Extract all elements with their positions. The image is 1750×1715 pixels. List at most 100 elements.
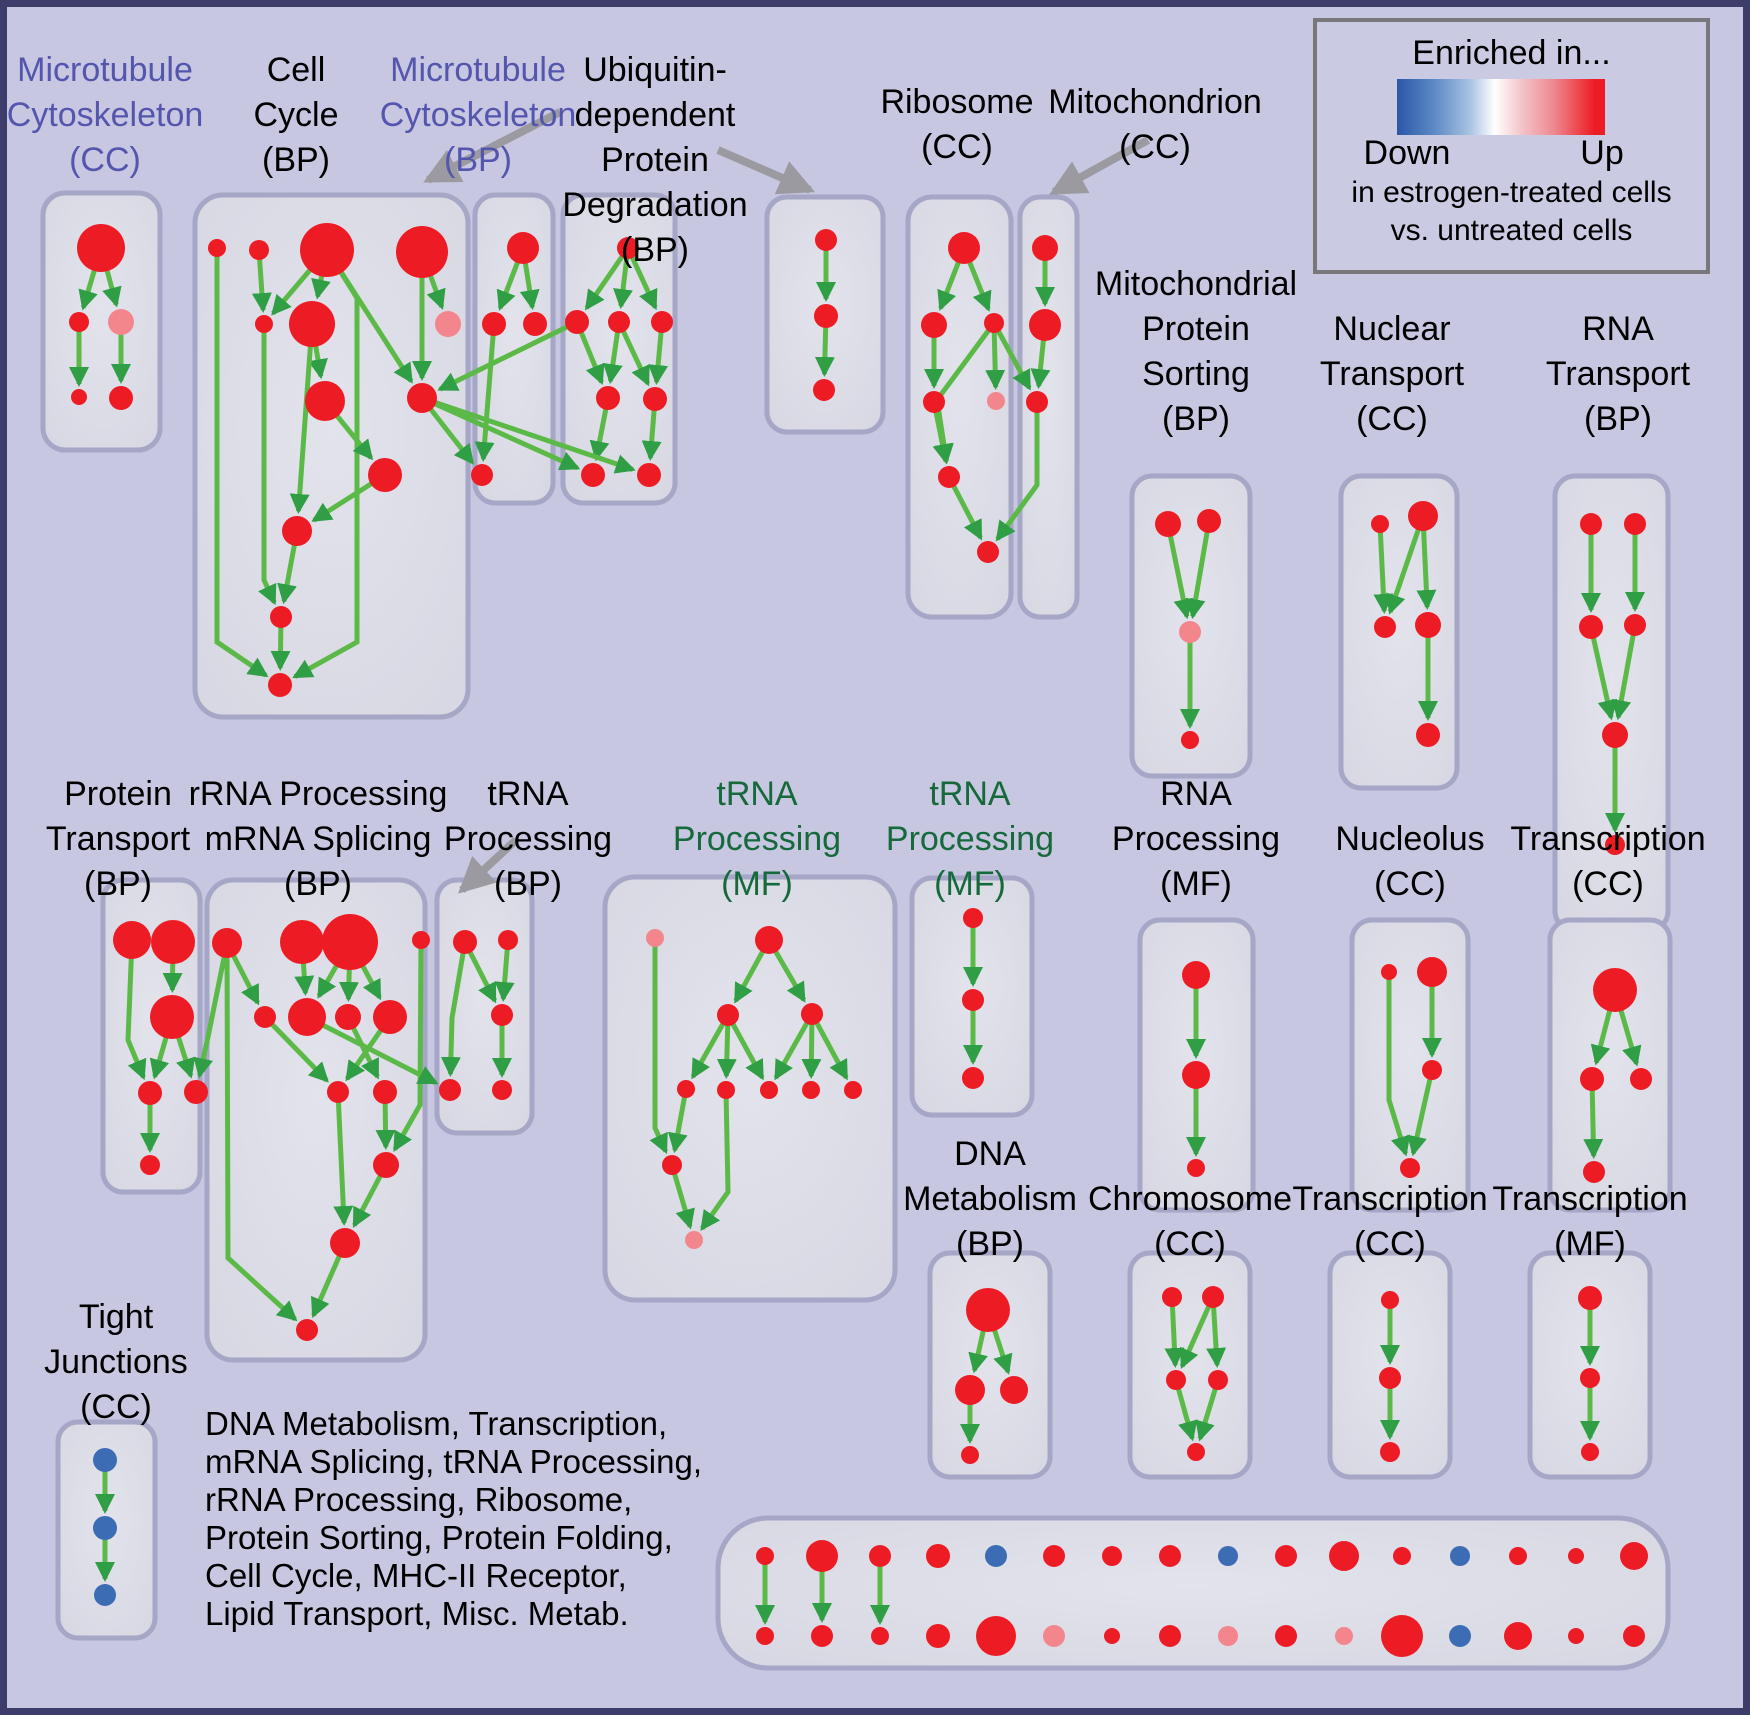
go-term-node-red bbox=[1581, 1443, 1599, 1461]
go-term-node-red bbox=[1380, 1442, 1400, 1462]
go-term-node-red bbox=[407, 383, 437, 413]
go-term-node-red bbox=[492, 1080, 512, 1100]
edge-chromosome-cc bbox=[1164, 1296, 1185, 1369]
go-term-node-red bbox=[844, 1081, 862, 1099]
cross-edge bbox=[991, 321, 1032, 391]
go-term-node-red bbox=[322, 914, 378, 970]
go-term-node-red bbox=[581, 463, 605, 487]
go-term-node-red bbox=[1624, 614, 1646, 636]
go-term-node-red bbox=[280, 920, 324, 964]
go-term-node-red bbox=[963, 908, 983, 928]
edge-trna-mf-1 bbox=[809, 1012, 849, 1081]
go-term-node-red bbox=[1000, 1376, 1028, 1404]
go-term-node-red bbox=[677, 1080, 695, 1098]
edge-mito-sorting-bp bbox=[1185, 520, 1212, 620]
misc-list-line: Lipid Transport, Misc. Metab. bbox=[205, 1595, 629, 1632]
go-term-node-blue bbox=[94, 1584, 116, 1606]
go-term-node-red bbox=[330, 1228, 360, 1258]
go-term-node-red bbox=[1415, 612, 1441, 638]
legend-down-label: Down bbox=[1363, 134, 1451, 172]
go-term-node-red bbox=[1400, 1158, 1420, 1178]
legend-note-line2: vs. untreated cells bbox=[1390, 214, 1633, 247]
go-term-node-red bbox=[71, 389, 87, 405]
go-term-node-red bbox=[1181, 731, 1199, 749]
go-term-node-red bbox=[305, 381, 345, 421]
go-term-node-red bbox=[498, 930, 518, 950]
go-term-node-red bbox=[282, 516, 312, 546]
go-term-node-red bbox=[1624, 513, 1646, 535]
go-term-node-red bbox=[984, 313, 1004, 333]
go-term-node-red bbox=[596, 386, 620, 410]
go-term-node-red bbox=[1593, 968, 1637, 1012]
layer-edges bbox=[69, 108, 1645, 1625]
edge-chromosome-cc bbox=[1206, 1296, 1227, 1369]
go-term-node-red bbox=[1381, 1291, 1399, 1309]
go-term-node-red bbox=[109, 386, 133, 410]
misc-list-line: mRNA Splicing, tRNA Processing, bbox=[205, 1443, 703, 1480]
go-term-node-pink bbox=[1218, 1626, 1238, 1646]
go-term-node-red bbox=[1029, 309, 1061, 341]
edge-ribosome-cc bbox=[946, 475, 983, 541]
misc-list-line: rRNA Processing, Ribosome, bbox=[205, 1481, 633, 1518]
go-term-node-red bbox=[254, 1006, 276, 1028]
go-term-node-red bbox=[453, 930, 477, 954]
go-term-node-red bbox=[1155, 511, 1181, 537]
go-term-node-red bbox=[977, 541, 999, 563]
legend-up-label: Up bbox=[1580, 134, 1624, 172]
cluster-box-chromosome-cc bbox=[1127, 1250, 1253, 1480]
go-term-node-pink bbox=[1043, 1625, 1065, 1647]
go-term-node-red bbox=[1374, 616, 1396, 638]
go-term-node-pink bbox=[1179, 621, 1201, 643]
edge-cell-cycle bbox=[214, 248, 269, 678]
edge-cell-cycle bbox=[251, 249, 272, 314]
go-term-node-red bbox=[651, 311, 673, 333]
go-term-node-red bbox=[955, 1375, 985, 1405]
edge-protein-transport-bp bbox=[125, 939, 147, 1081]
go-term-node-red bbox=[966, 1288, 1010, 1332]
go-term-node-red bbox=[1275, 1625, 1297, 1647]
label-pointer-arrow-icon bbox=[1049, 136, 1150, 196]
go-term-node-red bbox=[150, 995, 194, 1039]
go-term-node-red bbox=[491, 1004, 513, 1026]
go-term-node-pink bbox=[685, 1231, 703, 1249]
go-term-node-pink bbox=[1335, 1627, 1353, 1645]
go-term-node-blue bbox=[1449, 1625, 1471, 1647]
go-term-node-red bbox=[1026, 391, 1048, 413]
go-term-node-red bbox=[255, 315, 273, 333]
cluster-box-rna-transport-bp bbox=[1552, 473, 1671, 934]
go-term-node-red bbox=[368, 458, 402, 492]
edge-cell-cycle bbox=[258, 324, 277, 606]
legend-title: Enriched in... bbox=[1412, 34, 1611, 72]
go-term-node-red bbox=[1379, 1367, 1401, 1389]
go-term-node-red bbox=[617, 237, 639, 259]
cluster-box-trna-mf-1 bbox=[602, 874, 898, 1303]
go-term-node-red bbox=[69, 312, 89, 332]
go-term-node-red bbox=[1580, 1067, 1604, 1091]
cluster-box-dna-metabolism-bp bbox=[927, 1250, 1053, 1480]
layer-boxes bbox=[40, 190, 1673, 1671]
cross-edge bbox=[305, 1014, 439, 1085]
edge-nuclear-transport-cc bbox=[1416, 515, 1437, 611]
go-term-node-red bbox=[1583, 1161, 1605, 1183]
go-term-node-red bbox=[1393, 1547, 1411, 1565]
go-term-node-red bbox=[1623, 1625, 1645, 1647]
go-term-node-red bbox=[871, 1627, 889, 1645]
label-pointer-arrow-icon bbox=[423, 108, 562, 184]
go-term-node-red bbox=[289, 301, 335, 347]
label-pointer-arrow-icon bbox=[458, 837, 519, 894]
go-term-node-red bbox=[1102, 1546, 1122, 1566]
go-term-node-pink bbox=[646, 929, 664, 947]
edge-rrna-bp bbox=[392, 939, 424, 1152]
go-term-node-red bbox=[396, 226, 448, 278]
layer-nodes bbox=[69, 223, 1652, 1657]
edge-chromosome-cc bbox=[1173, 1379, 1198, 1442]
go-term-node-red bbox=[523, 312, 547, 336]
go-term-node-red bbox=[938, 466, 960, 488]
go-term-node-red bbox=[507, 232, 539, 264]
go-term-node-red bbox=[637, 463, 661, 487]
go-term-node-red bbox=[288, 998, 326, 1036]
go-term-node-red bbox=[1197, 509, 1221, 533]
edge-rna-transport-bp bbox=[1588, 626, 1618, 721]
go-term-node-red bbox=[756, 1547, 774, 1565]
